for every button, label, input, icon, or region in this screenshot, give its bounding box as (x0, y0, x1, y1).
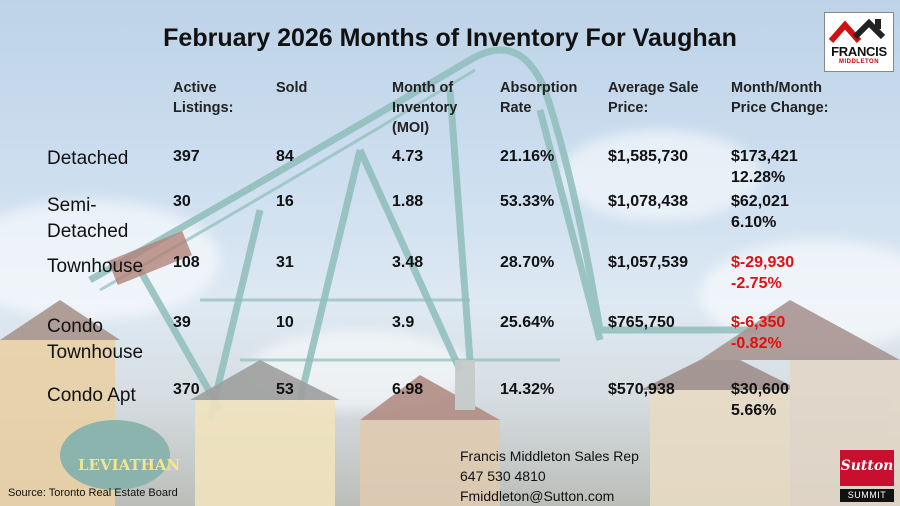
sutton-wordmark: Sutton (840, 458, 894, 474)
cell-absorption: 14.32% (500, 381, 555, 398)
row-label-townhouse: Townhouse (47, 256, 144, 277)
row-label-condo-apt: Condo Apt (47, 385, 136, 406)
cell-absorption: 25.64% (500, 314, 555, 331)
logo-name: FRANCIS (831, 44, 887, 59)
house-roof-icon (828, 18, 886, 43)
contact-info: Francis Middleton Sales Rep 647 530 4810… (460, 446, 639, 506)
cell-active: 397 (173, 148, 200, 165)
cell-average-price: $765,750 (608, 314, 675, 331)
cell-absorption: 53.33% (500, 193, 555, 210)
cell-active: 39 (173, 314, 191, 331)
header-moi: Month of Inventory (MOI) (392, 80, 458, 136)
cell-average-price: $1,057,539 (608, 254, 689, 271)
cell-absorption: 21.16% (500, 148, 555, 165)
cell-price-change: $30,600 5.66% (731, 381, 789, 419)
contact-email: Fmiddleton@Sutton.com (460, 488, 615, 504)
source-note: Source: Toronto Real Estate Board (8, 487, 178, 499)
header-absorption: Absorption Rate (500, 80, 578, 116)
summit-label: SUMMIT (840, 489, 894, 502)
cell-sold: 31 (276, 254, 294, 271)
row-label-condo-townhouse: Condo Townhouse (47, 316, 144, 363)
cell-price-change: $-29,930 -2.75% (731, 254, 795, 292)
cell-active: 108 (173, 254, 200, 271)
cell-active: 30 (173, 193, 191, 210)
cell-absorption: 28.70% (500, 254, 555, 271)
leviathan-sign-text: LEVIATHAN (78, 456, 180, 474)
francis-middleton-logo: FRANCIS MIDDLETON (824, 12, 894, 72)
page-title: February 2026 Months of Inventory For Va… (163, 24, 737, 52)
row-label-detached: Detached (47, 148, 129, 169)
cell-sold: 84 (276, 148, 294, 165)
header-active-listings: Active Listings: (173, 80, 234, 116)
cell-moi: 3.9 (392, 314, 415, 331)
cell-average-price: $1,078,438 (608, 193, 689, 210)
cell-moi: 3.48 (392, 254, 424, 271)
sutton-summit-logo: Sutton SUMMIT (840, 450, 894, 502)
cell-sold: 16 (276, 193, 294, 210)
cell-average-price: $570,938 (608, 381, 675, 398)
cell-average-price: $1,585,730 (608, 148, 689, 165)
header-sold: Sold (276, 80, 308, 96)
row-label-semi-detached: Semi- Detached (47, 195, 129, 242)
cell-price-change: $-6,350 -0.82% (731, 314, 786, 352)
cell-moi: 4.73 (392, 148, 424, 165)
cell-moi: 6.98 (392, 381, 424, 398)
contact-name: Francis Middleton Sales Rep (460, 448, 639, 464)
cell-sold: 53 (276, 381, 294, 398)
logo-sub: MIDDLETON (838, 59, 880, 65)
cell-sold: 10 (276, 314, 294, 331)
header-price-change: Month/Month Price Change: (731, 80, 829, 116)
cell-price-change: $173,421 12.28% (731, 148, 798, 186)
cell-moi: 1.88 (392, 193, 424, 210)
header-average-price: Average Sale Price: (608, 80, 699, 116)
cell-price-change: $62,021 6.10% (731, 193, 789, 231)
contact-phone: 647 530 4810 (460, 468, 546, 484)
cell-active: 370 (173, 381, 200, 398)
